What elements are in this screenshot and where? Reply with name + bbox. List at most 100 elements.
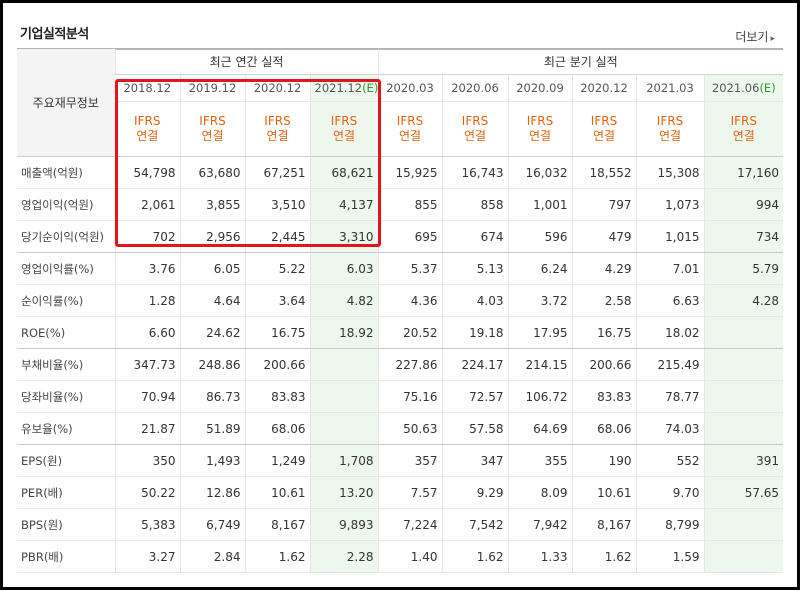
table-row: PBR(배) 3.27 2.84 1.62 2.28 1.40 1.62 1.33 1.62 1.… <box>17 540 784 573</box>
table-cell: 12.86 <box>179 476 245 509</box>
table-cell: 1.62 <box>571 540 636 573</box>
period-label: 2021.12 <box>314 81 363 95</box>
table-cell: 50.63 <box>377 412 442 445</box>
table-cell: 224.17 <box>441 348 508 381</box>
table-cell: 3,855 <box>179 188 245 221</box>
period-label: 2020.03 <box>386 81 434 95</box>
period-header: 2019.12 <box>179 74 245 102</box>
row-label: 영업이익(억원) <box>17 188 115 221</box>
table-cell: 16,032 <box>507 156 572 189</box>
table-cell: 16,743 <box>441 156 508 189</box>
table-row: 영업이익(억원) 2,061 3,855 3,510 4,137 855 858 1,001 7… <box>17 188 784 221</box>
financial-summary-panel: 기업실적분석 더보기 ▸ 주요재무정보 최근 연간 실적 최근 분기 실적 201… <box>3 3 797 587</box>
table-row: 순이익률(%) 1.28 4.64 3.64 4.82 4.36 4.03 3.72 2.58 6… <box>17 284 784 317</box>
standard-consolidated: 연결 <box>592 129 616 143</box>
table-cell: 4,137 <box>309 188 378 221</box>
table-cell: 83.83 <box>571 380 636 413</box>
table-cell: 16.75 <box>571 316 636 349</box>
table-cell: 1,015 <box>635 220 704 253</box>
accounting-standard: IFRS 연결 <box>571 101 636 157</box>
table-row: EPS(원) 350 1,493 1,249 1,708 357 347 355 190 552 3… <box>17 444 784 477</box>
table-cell: 1.28 <box>114 284 180 317</box>
accounting-standard: IFRS 연결 <box>377 101 442 157</box>
table-cell: 347 <box>441 444 508 477</box>
table-cell: 4.64 <box>179 284 245 317</box>
table-cell: 215.49 <box>635 348 704 381</box>
table-cell: 702 <box>114 220 180 253</box>
period-label: 2020.12 <box>253 81 302 95</box>
row-label: EPS(원) <box>17 444 115 477</box>
table-cell: 1.40 <box>377 540 442 573</box>
table-cell <box>703 348 784 381</box>
table-cell: 106.72 <box>507 380 572 413</box>
row-label: 순이익률(%) <box>17 284 115 317</box>
period-header: 2021.03 <box>635 74 704 102</box>
row-label: PER(배) <box>17 476 115 509</box>
table-row: 영업이익률(%) 3.76 6.05 5.22 6.03 5.37 5.13 6.24 4.29… <box>17 252 784 285</box>
standard-consolidated: 연결 <box>528 129 552 143</box>
standard-consolidated: 연결 <box>658 129 682 143</box>
estimate-mark: (E) <box>362 81 378 95</box>
table-cell: 67,251 <box>244 156 310 189</box>
table-cell: 7,942 <box>507 508 572 541</box>
table-cell: 479 <box>571 220 636 253</box>
standard-ifrs: IFRS <box>199 114 226 128</box>
quarter-group-header: 최근 분기 실적 <box>377 49 784 75</box>
table-row: 당좌비율(%) 70.94 86.73 83.83 75.16 72.57 106.72 83… <box>17 380 784 413</box>
annual-group-header: 최근 연간 실적 <box>114 49 378 75</box>
accounting-standard: IFRS 연결 <box>507 101 572 157</box>
table-row: 유보율(%) 21.87 51.89 68.06 50.63 57.58 64.69 68.0… <box>17 412 784 445</box>
standard-consolidated: 연결 <box>398 129 422 143</box>
table-cell: 74.03 <box>635 412 704 445</box>
standard-ifrs: IFRS <box>730 114 757 128</box>
table-cell: 7.01 <box>635 252 704 285</box>
accounting-standard: IFRS 연결 <box>635 101 704 157</box>
table-cell: 8.09 <box>507 476 572 509</box>
period-header: 2021.06(E) <box>703 74 784 102</box>
standard-ifrs: IFRS <box>330 114 358 128</box>
period-header: 2020.09 <box>507 74 572 102</box>
table-cell: 4.82 <box>309 284 378 317</box>
table-cell: 10.61 <box>244 476 310 509</box>
table-row: 당기순이익(억원) 702 2,956 2,445 3,310 695 674 596 479 1… <box>17 220 784 253</box>
standard-consolidated: 연결 <box>266 129 289 143</box>
table-cell: 214.15 <box>507 348 572 381</box>
table-cell: 1,001 <box>507 188 572 221</box>
table-cell: 1.62 <box>441 540 508 573</box>
table-cell <box>703 380 784 413</box>
table-row: ROE(%) 6.60 24.62 16.75 18.92 20.52 19.18 17.95… <box>17 316 784 349</box>
table-cell <box>703 508 784 541</box>
table-cell: 5.37 <box>377 252 442 285</box>
table-cell: 391 <box>703 444 784 477</box>
row-label: 당기순이익(억원) <box>17 220 115 253</box>
table-cell: 6.60 <box>114 316 180 349</box>
period-header: 2020.06 <box>441 74 508 102</box>
period-header: 2020.12 <box>571 74 636 102</box>
table-cell: 2,061 <box>114 188 180 221</box>
table-cell: 54,798 <box>114 156 180 189</box>
table-cell: 6.03 <box>309 252 378 285</box>
row-label: 영업이익률(%) <box>17 252 115 285</box>
standard-header-row: IFRS 연결 IFRS 연결 IFRS 연결 IFRS 연결 IFRS 연결 IFRS 연결 IFRS… <box>17 101 784 157</box>
standard-ifrs: IFRS <box>656 114 684 128</box>
standard-consolidated: 연결 <box>201 129 224 143</box>
table-cell: 6.05 <box>179 252 245 285</box>
table-cell: 1.33 <box>507 540 572 573</box>
table-cell: 72.57 <box>441 380 508 413</box>
period-label: 2020.09 <box>516 81 564 95</box>
table-cell <box>703 316 784 349</box>
table-cell: 200.66 <box>571 348 636 381</box>
more-link[interactable]: 더보기 ▸ <box>735 28 775 45</box>
table-cell: 9.29 <box>441 476 508 509</box>
table-cell: 227.86 <box>377 348 442 381</box>
table-cell <box>309 412 378 445</box>
table-cell: 552 <box>635 444 704 477</box>
table-cell: 797 <box>571 188 636 221</box>
period-label: 2020.12 <box>580 81 628 95</box>
table-cell: 5,383 <box>114 508 180 541</box>
accounting-standard: IFRS 연결 <box>115 101 180 157</box>
table-cell: 1,493 <box>179 444 245 477</box>
period-label: 2021.03 <box>646 81 694 95</box>
period-header-row: 2018.12 2019.12 2020.12 2021.12(E) 2020.03 20… <box>17 74 784 102</box>
table-cell: 8,167 <box>244 508 310 541</box>
